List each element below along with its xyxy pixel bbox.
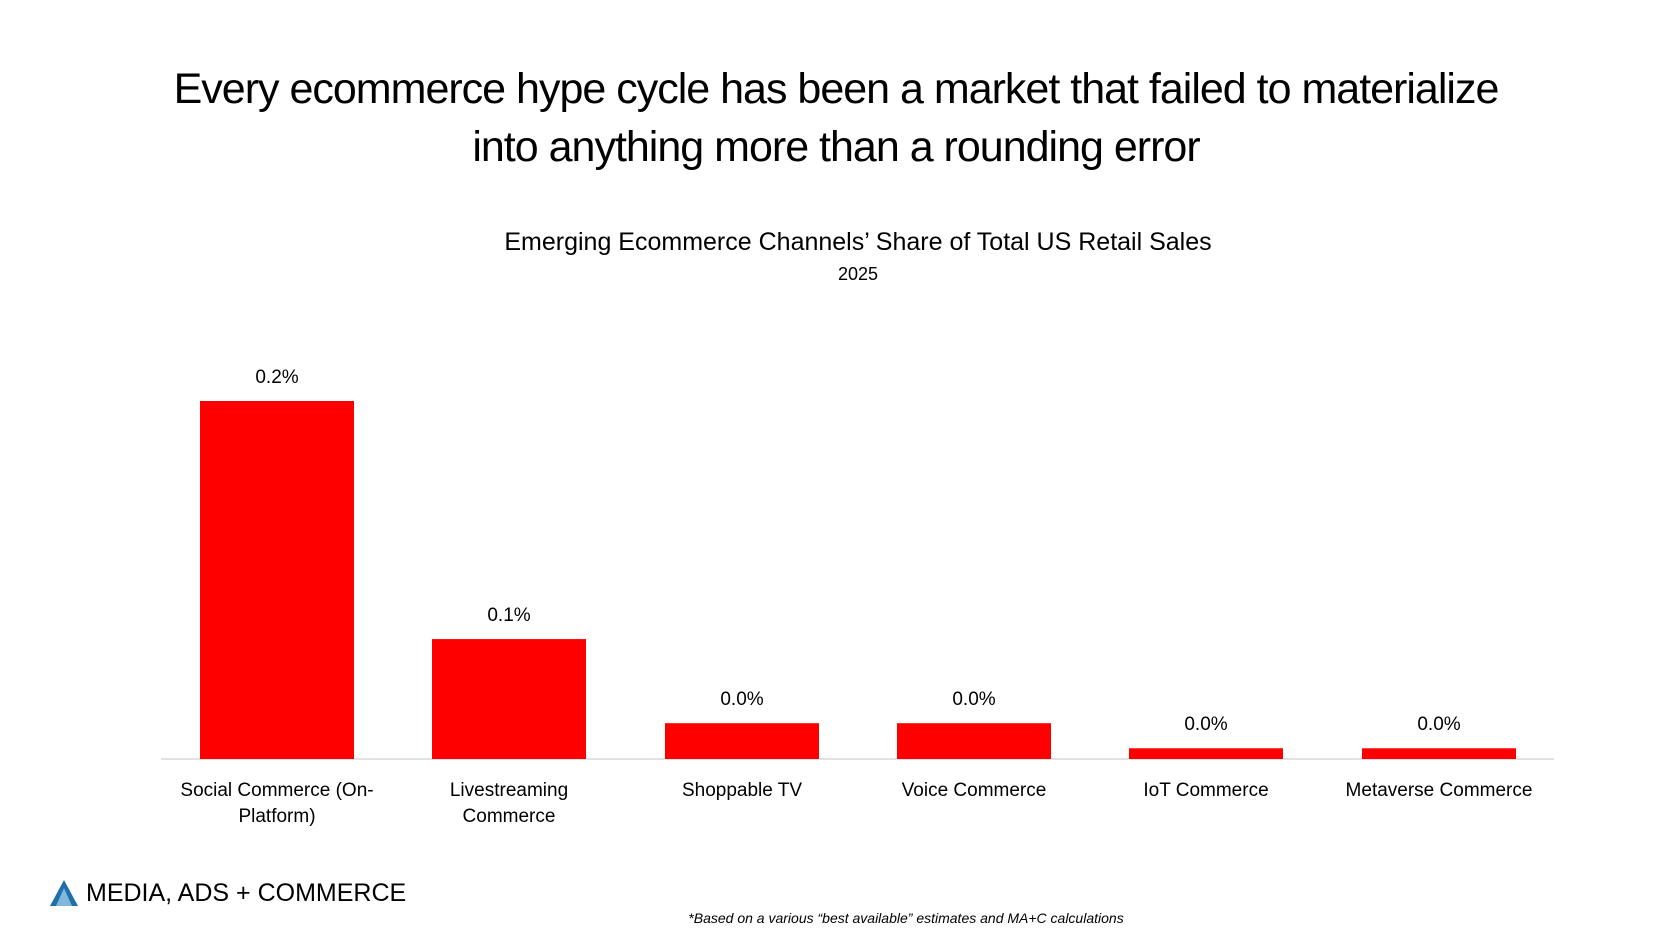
brand: MEDIA, ADS + COMMERCE: [86, 879, 407, 907]
x-tick-label: Livestreaming Commerce: [449, 780, 569, 827]
period: 2025: [837, 264, 879, 284]
bar: [1129, 748, 1283, 759]
bar: [897, 723, 1051, 759]
subtitle: Emerging Ecommerce Channels’ Share of To…: [504, 228, 1212, 256]
bar: [200, 401, 354, 759]
x-tick-label: Metaverse Commerce: [1345, 780, 1533, 801]
value-label: 0.0%: [1184, 714, 1228, 736]
x-tick-label: Shoppable TV: [681, 780, 803, 801]
value-label: 0.0%: [720, 689, 764, 711]
x-tick-label: IoT Commerce: [1143, 780, 1269, 801]
footnote: *Based on a various “best available” est…: [688, 910, 1124, 926]
value-label: 0.0%: [952, 689, 996, 711]
bar: [1362, 748, 1516, 759]
bar: [665, 723, 819, 759]
x-tick-label: Social Commerce (On-Platform): [180, 780, 374, 827]
value-label: 0.0%: [1417, 714, 1461, 736]
logo-icon-inner: [56, 888, 72, 906]
value-label: 0.2%: [255, 367, 299, 388]
x-tick-label: Voice Commerce: [901, 780, 1047, 801]
bar: [432, 639, 586, 759]
value-label: 0.1%: [487, 605, 531, 627]
title: Every ecommerce hype cycle has been a ma…: [173, 65, 1500, 171]
